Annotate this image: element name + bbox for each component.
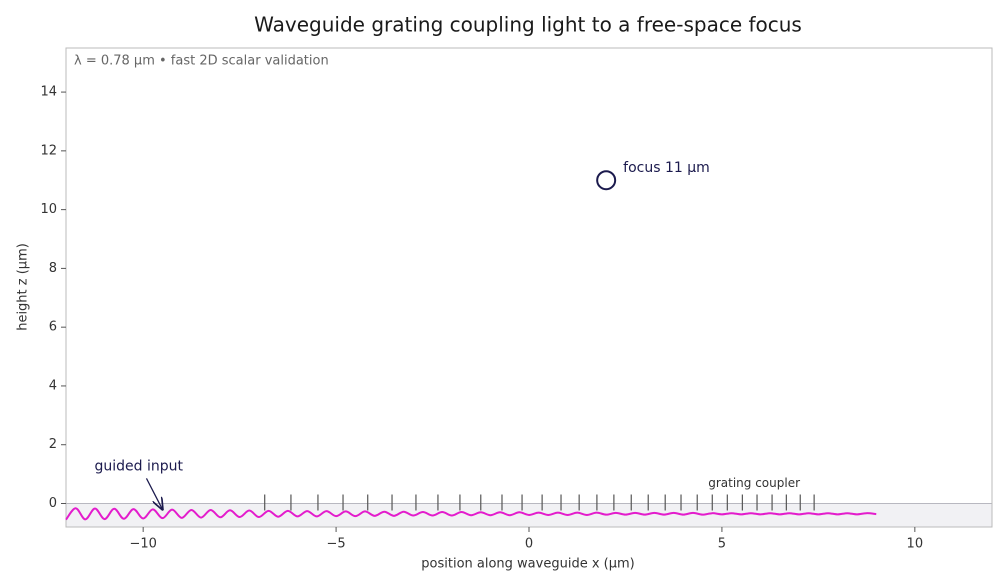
y-tick-label: 0 [49, 496, 57, 511]
input-label: guided input [94, 458, 183, 474]
x-tick-label: 10 [907, 537, 924, 552]
x-tick-label: −5 [326, 537, 345, 552]
x-tick-label: 5 [718, 537, 726, 552]
chart-title: Waveguide grating coupling light to a fr… [254, 13, 802, 37]
y-axis-label: height z (µm) [16, 243, 31, 331]
plot-frame [65, 47, 993, 528]
x-axis-label: position along waveguide x (µm) [421, 557, 634, 572]
y-tick-label: 6 [49, 320, 57, 335]
grating-label: grating coupler [708, 476, 800, 490]
y-tick-label: 12 [40, 143, 57, 158]
y-tick-label: 10 [40, 202, 57, 217]
focus-marker [596, 170, 617, 191]
input-arrow [145, 478, 162, 509]
x-tick-label: 0 [525, 537, 533, 552]
focus-label: focus 11 µm [623, 160, 710, 176]
x-tick-label: −10 [129, 537, 156, 552]
guided-wave [65, 507, 877, 521]
y-tick-label: 2 [49, 437, 57, 452]
y-tick-label: 4 [49, 378, 57, 393]
subtitle: λ = 0.78 µm • fast 2D scalar validation [74, 54, 329, 69]
y-tick-label: 8 [49, 261, 57, 276]
y-tick-label: 14 [40, 85, 57, 100]
